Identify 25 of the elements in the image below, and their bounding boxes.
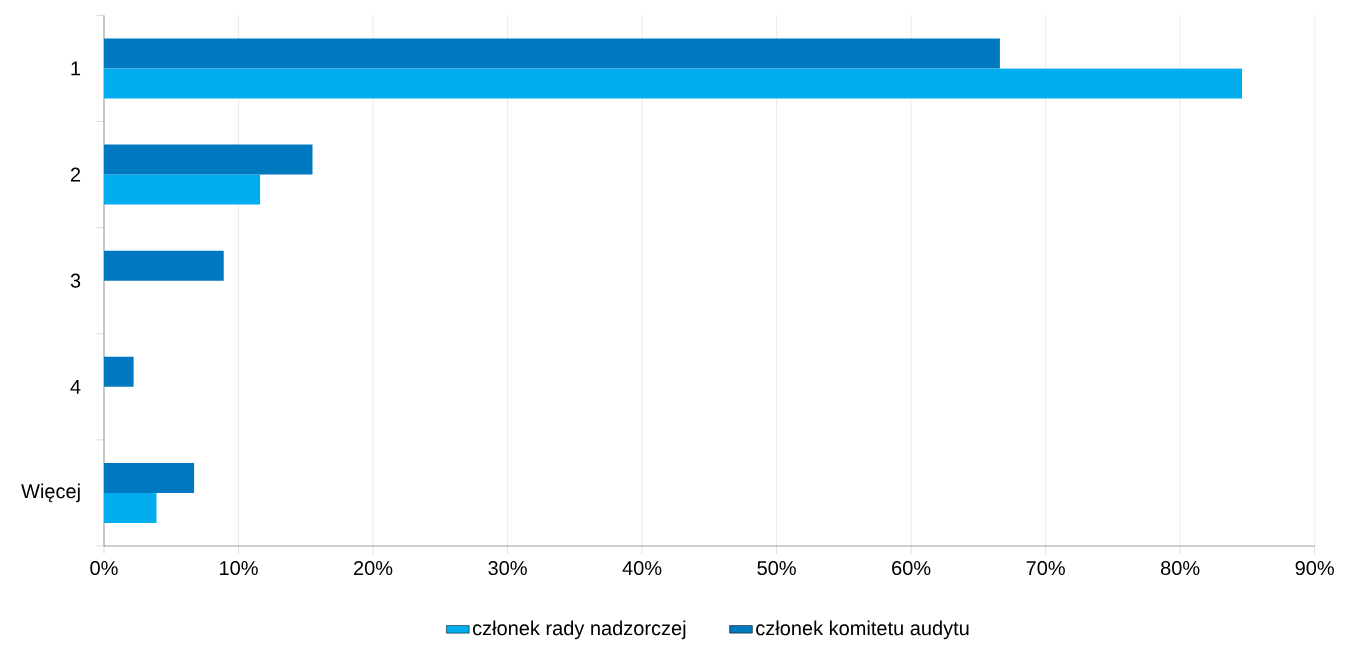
- bar: [104, 38, 1000, 69]
- y-tick-label: 4: [70, 379, 81, 394]
- x-tick-label: 70%: [1026, 560, 1065, 576]
- x-tick-label: 0%: [90, 560, 118, 576]
- x-tick-label: 50%: [757, 560, 796, 576]
- bar: [104, 492, 157, 523]
- bar: [104, 356, 134, 387]
- legend-label: członek rady nadzorczej: [472, 620, 686, 640]
- x-tick-label: 60%: [892, 560, 931, 576]
- x-tick-label: 20%: [354, 560, 393, 576]
- y-tick-label: 3: [70, 273, 81, 288]
- x-tick-label: 80%: [1161, 560, 1200, 576]
- y-tick-label: Więcej: [21, 483, 80, 503]
- x-tick-label: 40%: [622, 560, 662, 576]
- x-tick-label: 10%: [220, 560, 258, 576]
- legend-label: członek komitetu audytu: [756, 620, 969, 640]
- x-tick-label: 30%: [488, 560, 527, 576]
- bar: [104, 462, 195, 493]
- y-tick-label: 2: [70, 167, 81, 182]
- bar: [104, 144, 313, 175]
- bar: [104, 68, 1243, 99]
- y-tick-label: 1: [71, 61, 81, 76]
- bar: [104, 250, 224, 281]
- bar: [104, 174, 261, 205]
- x-tick-label: 90%: [1295, 560, 1334, 576]
